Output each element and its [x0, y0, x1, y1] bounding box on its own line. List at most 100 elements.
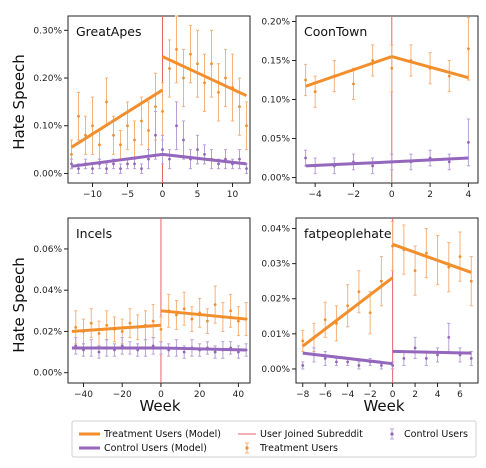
- treatment-point: [182, 307, 186, 311]
- chart-panel-1: 0.00% 0.10% 0.20% 0.30% −10 −5 0 5 10 GreatApes: [33, 15, 251, 200]
- treatment-point: [120, 330, 124, 333]
- treatment-point: [175, 48, 178, 51]
- treatment-model-line: [391, 55, 469, 80]
- control-point: [168, 157, 171, 161]
- treatment-point: [159, 327, 163, 331]
- treatment-point: [97, 332, 101, 335]
- treatment-point: [236, 319, 240, 323]
- treatment-point: [89, 321, 93, 325]
- legend-treatment-users-label: Treatment Users: [259, 443, 338, 454]
- y-tick-label: 0.05%: [261, 135, 290, 145]
- y-tick-label: 0.06%: [33, 245, 62, 255]
- treatment-users-series: [303, 17, 471, 108]
- control-point: [447, 160, 451, 164]
- y-tick-label: 0.03%: [261, 260, 290, 270]
- y-tick-label: 0.02%: [261, 295, 290, 305]
- control-users-series: [303, 118, 471, 175]
- treatment-point: [133, 138, 136, 142]
- x-tick-label: 2: [412, 390, 418, 400]
- y-tick-label: 0.10%: [261, 96, 290, 106]
- control-point: [304, 156, 307, 160]
- treatment-point: [469, 279, 473, 283]
- treatment-model-line: [301, 276, 394, 348]
- y-tick-label: 0.10%: [33, 122, 62, 132]
- x-tick-label: −40: [74, 390, 93, 400]
- treatment-model-line: [161, 55, 248, 98]
- treatment-point: [91, 124, 94, 128]
- control-point: [245, 167, 248, 171]
- x-tick-label: 2: [427, 190, 433, 200]
- control-point: [182, 350, 186, 354]
- treatment-point: [224, 76, 227, 80]
- treatment-users-series: [69, 15, 249, 170]
- treatment-point: [467, 47, 470, 51]
- treatment-point: [413, 269, 417, 273]
- treatment-model-line: [71, 323, 162, 333]
- panel-title: fatpeoplehate: [304, 226, 392, 241]
- treatment-point: [112, 133, 115, 137]
- treatment-point: [458, 255, 462, 259]
- control-point: [346, 360, 350, 364]
- control-point: [335, 360, 338, 364]
- treatment-point: [447, 265, 451, 269]
- control-point: [203, 152, 206, 156]
- control-point: [70, 162, 73, 166]
- legend-frame: [71, 420, 477, 458]
- y-tick-label: 0.04%: [33, 286, 62, 296]
- treatment-point: [357, 290, 361, 294]
- control-model-line: [302, 351, 393, 366]
- treatment-point: [245, 124, 248, 128]
- control-model-line: [305, 160, 392, 168]
- legend-control-users-marker: [390, 428, 394, 440]
- treatment-point: [352, 82, 355, 86]
- x-tick-label: 4: [435, 390, 441, 400]
- x-axis-label-left: Week: [139, 397, 180, 415]
- treatment-point: [154, 105, 157, 109]
- control-point: [77, 167, 80, 171]
- treatment-point: [238, 105, 241, 109]
- legend-control-users-label: Control Users: [404, 429, 468, 440]
- treatment-point: [168, 67, 171, 70]
- control-model-line: [391, 156, 469, 164]
- x-tick-label: 0: [389, 190, 395, 200]
- treatment-point: [213, 303, 217, 307]
- panel-title: GreatApes: [76, 24, 142, 39]
- treatment-point: [206, 319, 209, 323]
- x-tick-label: −4: [341, 390, 355, 400]
- treatment-point: [210, 62, 213, 66]
- treatment-point: [119, 143, 122, 147]
- treatment-point: [424, 251, 428, 255]
- plot-frame: [67, 15, 251, 184]
- y-tick-label: 0.02%: [33, 327, 62, 337]
- panels-group: 0.00%0.10%0.20%0.30%−10 −5 0 5 10GreatApes0.…: [33, 15, 479, 400]
- treatment-point: [84, 133, 87, 137]
- control-point: [217, 162, 220, 166]
- treatment-point: [189, 52, 192, 56]
- legend-control-model-label: Control Users (Model): [104, 443, 207, 454]
- control-model-line: [162, 152, 247, 166]
- control-point: [196, 148, 199, 152]
- control-point: [213, 350, 217, 354]
- control-point: [224, 157, 227, 161]
- legend-treatment-users-marker: [245, 442, 249, 454]
- treatment-point: [313, 90, 317, 94]
- x-tick-label: 10: [227, 190, 239, 200]
- treatment-point: [140, 119, 143, 123]
- y-axis-label-top: Hate Speech: [10, 54, 28, 150]
- control-point: [469, 357, 473, 360]
- y-axis-label-bottom: Hate Speech: [10, 257, 28, 353]
- control-model-line: [160, 346, 247, 352]
- x-tick-label: −5: [121, 190, 134, 200]
- y-tick-label: 0.00%: [261, 174, 290, 184]
- treatment-point: [301, 339, 305, 343]
- control-point: [424, 357, 428, 360]
- y-tick-label: 0.00%: [33, 169, 62, 179]
- treatment-point: [196, 62, 199, 66]
- treatment-point: [161, 110, 164, 113]
- control-point: [323, 357, 327, 360]
- control-point: [91, 167, 94, 171]
- treatment-model-line: [305, 55, 393, 88]
- chart-panel-4: 0.00% 0.01% 0.02% 0.03% 0.04% −8 −6 −4 −2 0 2 4 6 fat…: [261, 217, 479, 400]
- control-point: [402, 357, 406, 360]
